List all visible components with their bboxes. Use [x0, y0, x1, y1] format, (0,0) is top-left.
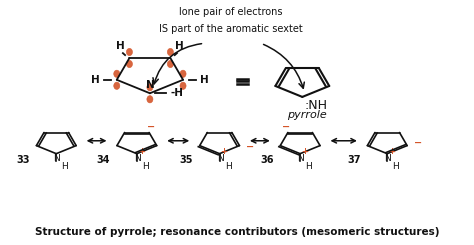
- Text: H: H: [62, 162, 68, 171]
- Ellipse shape: [147, 96, 153, 103]
- Ellipse shape: [167, 60, 173, 68]
- Ellipse shape: [127, 60, 132, 68]
- Text: N: N: [297, 154, 304, 163]
- Text: H: H: [392, 162, 399, 171]
- Text: :NH: :NH: [305, 99, 328, 112]
- Ellipse shape: [180, 70, 186, 77]
- Text: H: H: [91, 75, 100, 85]
- Ellipse shape: [167, 48, 173, 56]
- Text: pyrrole: pyrrole: [287, 110, 327, 120]
- Text: 36: 36: [260, 155, 273, 165]
- Text: N: N: [146, 80, 155, 90]
- Text: H: H: [200, 75, 209, 85]
- Text: Structure of pyrrole; resonance contributors (mesomeric structures): Structure of pyrrole; resonance contribu…: [35, 227, 439, 237]
- Text: 34: 34: [97, 155, 110, 165]
- Ellipse shape: [114, 70, 120, 77]
- Text: -H: -H: [171, 88, 184, 98]
- Ellipse shape: [127, 48, 132, 56]
- Ellipse shape: [147, 84, 153, 91]
- Text: H: H: [305, 162, 312, 171]
- Text: N: N: [54, 154, 60, 163]
- Text: −: −: [282, 122, 290, 132]
- Text: H: H: [175, 41, 183, 51]
- Text: 33: 33: [16, 155, 30, 165]
- Text: +: +: [138, 147, 145, 156]
- Text: H: H: [142, 162, 149, 171]
- Text: N: N: [217, 154, 223, 163]
- Text: 37: 37: [347, 155, 361, 165]
- Text: +: +: [301, 147, 308, 156]
- Text: H: H: [225, 162, 232, 171]
- Text: lone pair of electrons: lone pair of electrons: [179, 7, 282, 17]
- Text: −: −: [414, 138, 422, 148]
- Text: H: H: [116, 41, 125, 51]
- Text: +: +: [220, 147, 228, 156]
- Text: +: +: [388, 147, 395, 156]
- Text: N: N: [134, 154, 141, 163]
- Ellipse shape: [114, 82, 120, 89]
- Text: N: N: [384, 154, 391, 163]
- Text: 35: 35: [180, 155, 193, 165]
- Ellipse shape: [180, 82, 186, 89]
- Text: IS part of the aromatic sextet: IS part of the aromatic sextet: [159, 24, 302, 34]
- Text: −: −: [246, 142, 255, 152]
- Text: −: −: [147, 122, 155, 132]
